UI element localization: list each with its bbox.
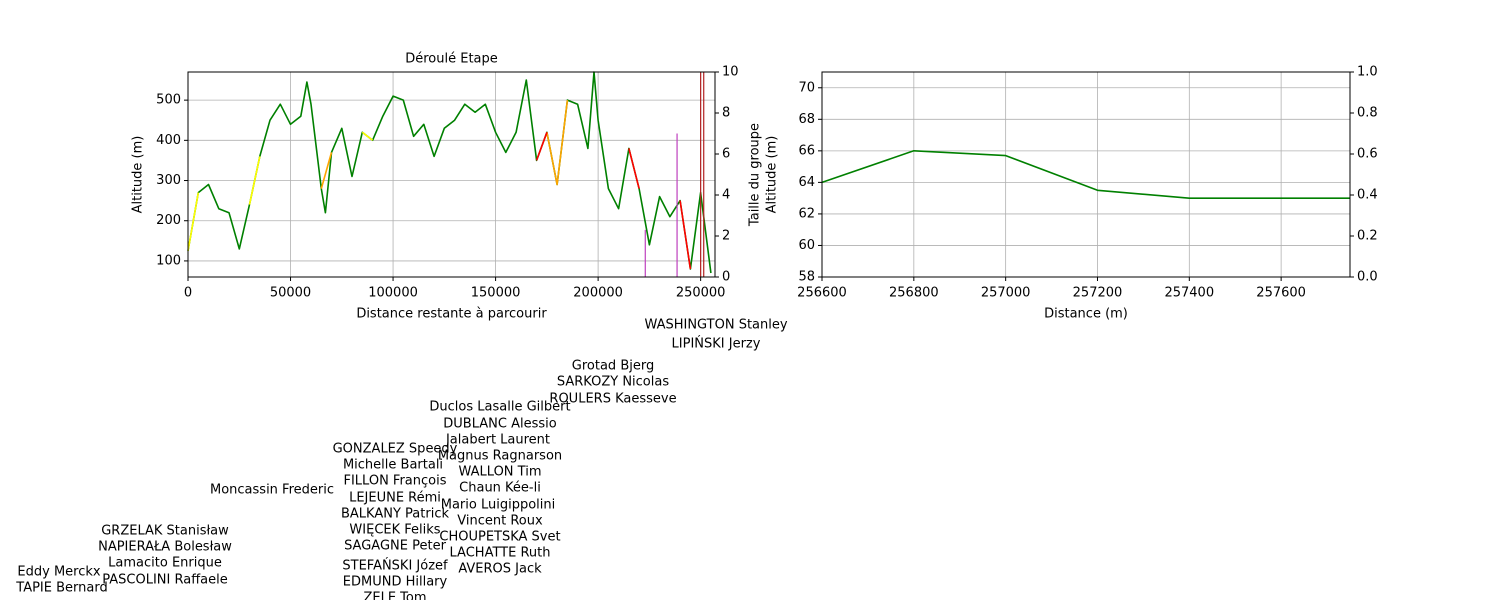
y-tick-label: 70	[798, 80, 815, 95]
y2-tick-label: 6	[722, 147, 730, 162]
y-axis-label: Altitude (m)	[765, 136, 780, 214]
y-tick-label: 58	[798, 270, 815, 285]
y-tick-label: 64	[798, 175, 815, 190]
x-tick-label: 150000	[471, 286, 521, 301]
rider-name: Jalabert Laurent	[445, 433, 550, 448]
y2-tick-label: 0.4	[1357, 188, 1378, 203]
x-tick-label: 50000	[270, 286, 311, 301]
rider-name: Duclos Lasalle Gilbert	[429, 400, 570, 415]
rider-name: Lamacito Enrique	[108, 556, 222, 571]
y2-tick-label: 0.2	[1357, 229, 1378, 244]
rider-name: LEJEUNE Rémi	[349, 491, 441, 506]
plot-frame	[187, 71, 716, 278]
y2-tick-label: 10	[722, 65, 739, 80]
rider-name: Vincent Roux	[457, 514, 543, 529]
altitude-line	[679, 200, 692, 270]
y2-axis-label: Taille du groupe	[748, 123, 763, 227]
chart-title: Déroulé Etape	[405, 52, 498, 67]
y2-tick-label: 2	[722, 229, 730, 244]
plot-frame	[821, 71, 1351, 278]
altitude-line	[187, 71, 712, 274]
y2-tick-label: 1.0	[1357, 65, 1378, 80]
altitude-line	[821, 150, 1350, 199]
rider-name: Eddy Merckx	[17, 565, 100, 580]
x-tick-label: 0	[184, 286, 192, 301]
rider-name: STEFAŃSKI Józef	[342, 558, 448, 574]
rider-name: PASCOLINI Raffaele	[102, 573, 227, 588]
y-axis-label: Altitude (m)	[131, 136, 146, 214]
rider-name: Chaun Kée-li	[459, 481, 541, 496]
y-tick-label: 500	[156, 93, 181, 108]
rider-name: WIĘCEK Feliks	[349, 523, 440, 538]
rider-name: NAPIERAŁA Bolesław	[98, 540, 232, 555]
altitude-line	[187, 192, 200, 252]
rider-name: LACHATTE Ruth	[450, 546, 551, 561]
y2-tick-label: 0.8	[1357, 106, 1378, 121]
x-tick-label: 256600	[797, 286, 847, 301]
y-tick-label: 300	[156, 173, 181, 188]
altitude-line	[535, 132, 548, 161]
y-tick-label: 60	[798, 238, 815, 253]
x-axis-label: Distance (m)	[1044, 307, 1128, 322]
rider-name: GONZALEZ Speedy	[333, 442, 458, 457]
rider-name: DUBLANC Alessio	[443, 417, 556, 432]
y2-tick-label: 0.6	[1357, 147, 1378, 162]
x-tick-label: 257400	[1164, 286, 1214, 301]
rider-name: Michelle Bartali	[343, 458, 443, 473]
rider-name: AVEROS Jack	[458, 562, 542, 577]
rider-name: Moncassin Frederic	[210, 483, 334, 498]
x-tick-label: 257600	[1256, 286, 1306, 301]
y2-tick-label: 0	[722, 270, 730, 285]
rider-name: FILLON François	[344, 474, 447, 489]
rider-name: GRZELAK Stanisław	[101, 524, 229, 539]
y-tick-label: 100	[156, 253, 181, 268]
x-tick-label: 256800	[889, 286, 939, 301]
x-tick-label: 200000	[573, 286, 623, 301]
altitude-line	[361, 131, 374, 141]
y-tick-label: 68	[798, 112, 815, 127]
x-tick-label: 257200	[1073, 286, 1123, 301]
rider-name: CHOUPETSKA Svet	[439, 530, 560, 545]
y-tick-label: 66	[798, 143, 815, 158]
rider-name: ZELE Tom	[363, 591, 426, 600]
altitude-line	[546, 100, 569, 186]
rider-name: WASHINGTON Stanley	[644, 318, 787, 333]
rider-name: EDMUND Hillary	[343, 575, 448, 590]
rider-name: BALKANY Patrick	[341, 507, 449, 522]
rider-name: Grotad Bjerg	[572, 359, 654, 374]
rider-name: TAPIE Bernard	[15, 581, 107, 596]
altitude-line	[248, 156, 261, 205]
rider-name: SARKOZY Nicolas	[557, 375, 669, 390]
altitude-line	[320, 152, 333, 189]
y2-tick-label: 4	[722, 188, 730, 203]
rider-name: ROULERS Kaesseve	[549, 392, 676, 407]
y2-tick-label: 0.0	[1357, 270, 1378, 285]
rider-name: LIPIŃSKI Jerzy	[672, 336, 761, 352]
x-tick-label: 257000	[981, 286, 1031, 301]
rider-name: WALLON Tim	[459, 465, 542, 480]
altitude-line	[628, 148, 640, 189]
x-tick-label: 250000	[676, 286, 726, 301]
x-tick-label: 100000	[368, 286, 418, 301]
rider-name: SAGAGNE Peter	[344, 539, 447, 554]
y2-tick-label: 8	[722, 106, 730, 121]
x-axis-label: Distance restante à parcourir	[356, 307, 547, 322]
y-tick-label: 200	[156, 213, 181, 228]
y-tick-label: 400	[156, 133, 181, 148]
y-tick-label: 62	[798, 206, 815, 221]
rider-name: Mario Luigippolini	[441, 498, 556, 513]
rider-name: Magnus Ragnarson	[438, 449, 562, 464]
